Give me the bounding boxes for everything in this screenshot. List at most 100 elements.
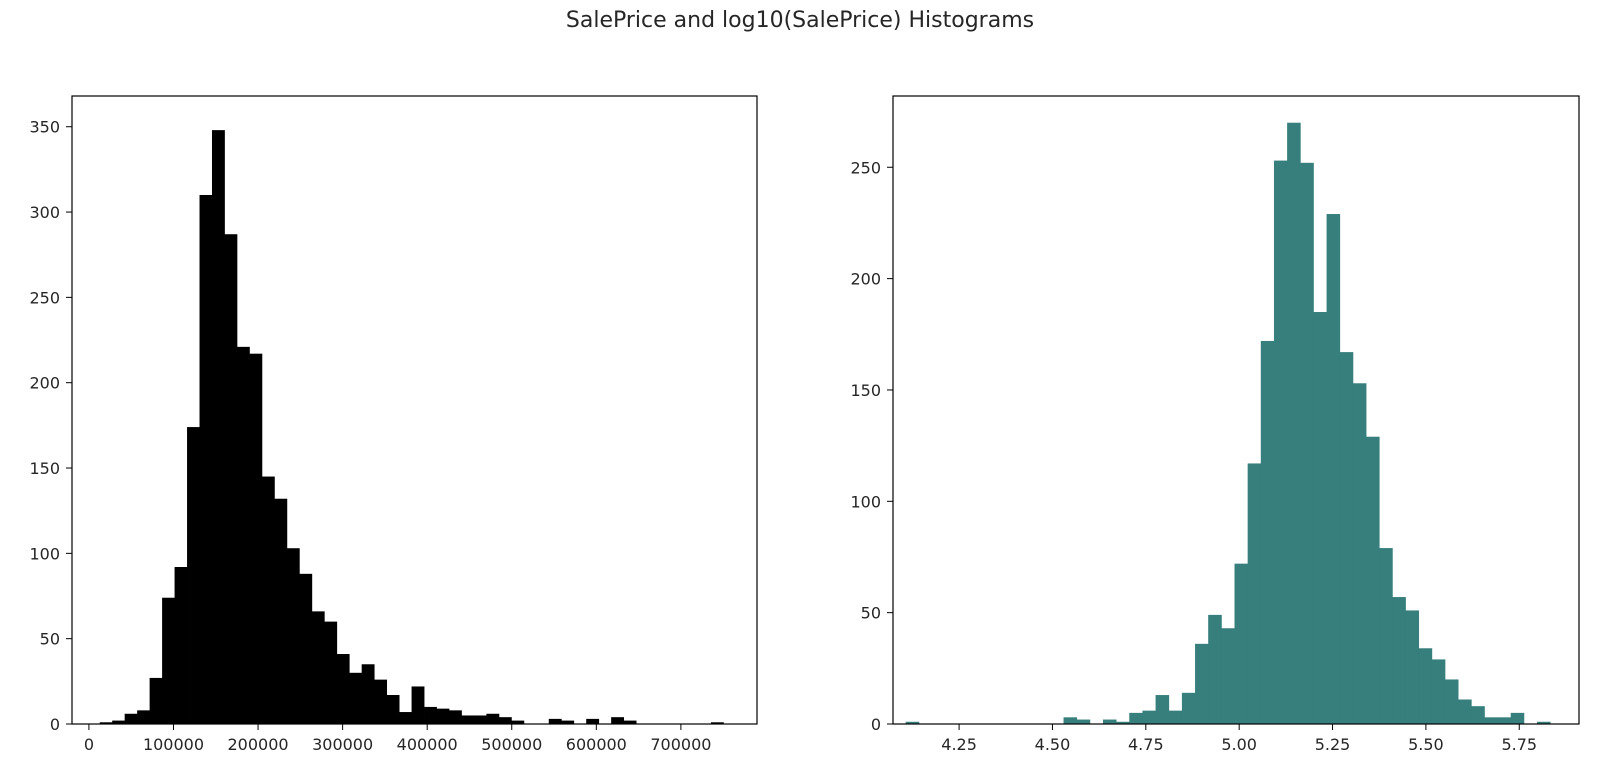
- log-saleprice-bar: [1392, 597, 1406, 724]
- saleprice-y-tick-label: 250: [29, 288, 60, 307]
- log-saleprice-y-tick-label: 150: [850, 381, 881, 400]
- saleprice-bar: [112, 720, 126, 724]
- saleprice-y-tick-label: 150: [29, 459, 60, 478]
- saleprice-bar: [411, 686, 425, 724]
- log-saleprice-axes-frame: [892, 95, 1580, 725]
- log-saleprice-y-tick-label: 50: [861, 604, 881, 623]
- saleprice-bar: [149, 677, 163, 724]
- log-saleprice-bar: [1352, 383, 1367, 724]
- log-saleprice-bar: [1260, 340, 1275, 724]
- saleprice-bar: [424, 706, 437, 724]
- log-saleprice-x-tick-label: 4.75: [1128, 735, 1164, 754]
- log-saleprice-bar: [1510, 712, 1525, 724]
- log-saleprice-bar: [1339, 352, 1354, 724]
- saleprice-bar: [586, 718, 600, 724]
- saleprice-x-tick-label: 100000: [143, 735, 204, 754]
- log-saleprice-bar: [905, 721, 920, 724]
- saleprice-bar: [236, 346, 250, 724]
- saleprice-bar: [486, 713, 500, 724]
- saleprice-y-tick-label: 350: [29, 118, 60, 137]
- saleprice-bar: [611, 717, 625, 724]
- log-saleprice-y-tick-label: 100: [850, 492, 881, 511]
- log-saleprice-bar: [1195, 643, 1209, 724]
- log-saleprice-bar: [1142, 710, 1156, 724]
- log-saleprice-y-tick-label: 200: [850, 270, 881, 289]
- saleprice-bar: [299, 573, 313, 724]
- saleprice-y-tick-label: 0: [50, 715, 60, 734]
- saleprice-y-tick-label: 200: [29, 374, 60, 393]
- log-saleprice-bar: [1444, 679, 1459, 724]
- log-saleprice-bar: [1221, 628, 1235, 724]
- figure-title: SalePrice and log10(SalePrice) Histogram…: [565, 8, 1035, 33]
- saleprice-x-tick-label: 0: [84, 735, 94, 754]
- log-saleprice-x-tick-label: 5.00: [1221, 735, 1257, 754]
- log-saleprice-bar: [1116, 721, 1130, 724]
- log-saleprice-bar: [1326, 214, 1341, 724]
- saleprice-bar: [361, 664, 375, 724]
- saleprice-bar: [473, 715, 487, 724]
- log-saleprice-bar: [1379, 548, 1393, 724]
- saleprice-bar: [249, 353, 263, 724]
- log-saleprice-bar: [1366, 436, 1380, 724]
- log-saleprice-bar: [1300, 162, 1314, 724]
- saleprice-bar: [623, 720, 637, 724]
- saleprice-y-tick-label: 100: [29, 544, 60, 563]
- saleprice-x-tick-label: 500000: [481, 735, 542, 754]
- saleprice-bar: [261, 476, 275, 724]
- log-saleprice-bar: [1208, 614, 1222, 724]
- saleprice-bar: [399, 712, 412, 724]
- log-saleprice-bar: [1181, 692, 1196, 724]
- saleprice-bar: [324, 621, 338, 724]
- log-saleprice-bar: [1484, 717, 1498, 724]
- saleprice-x-tick-label: 400000: [397, 735, 458, 754]
- saleprice-bar: [224, 234, 238, 725]
- saleprice-x-tick-label: 700000: [650, 735, 711, 754]
- log-saleprice-bar: [1431, 659, 1446, 724]
- saleprice-bar: [211, 130, 225, 724]
- log-saleprice-x-tick-label: 4.25: [941, 735, 977, 754]
- saleprice-bar: [124, 713, 138, 724]
- saleprice-bar: [374, 679, 388, 724]
- saleprice-bar: [561, 720, 575, 724]
- saleprice-bar: [548, 718, 562, 724]
- saleprice-bar: [199, 194, 213, 725]
- saleprice-bar: [436, 708, 450, 724]
- saleprice-bar: [461, 715, 475, 724]
- saleprice-y-tick-label: 300: [29, 203, 60, 222]
- saleprice-bar: [174, 567, 188, 724]
- saleprice-bar: [311, 611, 325, 724]
- log-saleprice-bar: [1168, 710, 1183, 724]
- saleprice-bar: [162, 597, 175, 724]
- log-saleprice-x-tick-label: 4.50: [1035, 735, 1071, 754]
- log-saleprice-x-tick-label: 5.75: [1501, 735, 1537, 754]
- saleprice-bar: [448, 710, 462, 724]
- saleprice-bar: [498, 717, 512, 724]
- log-saleprice-bar: [1287, 122, 1301, 725]
- saleprice-bar: [137, 710, 151, 724]
- saleprice-x-tick-label: 300000: [312, 735, 373, 754]
- log-saleprice-y-tick-label: 250: [850, 158, 881, 177]
- log-saleprice-bar: [1247, 463, 1262, 724]
- saleprice-axes-frame: [71, 95, 758, 725]
- log-saleprice-bar: [1497, 717, 1512, 724]
- saleprice-bar: [386, 694, 400, 724]
- saleprice-x-tick-label: 600000: [566, 735, 627, 754]
- log-saleprice-bar: [1129, 712, 1143, 724]
- log-saleprice-bar: [1234, 563, 1249, 724]
- log-saleprice-bar: [1076, 719, 1091, 724]
- log-saleprice-bar: [1537, 721, 1551, 724]
- saleprice-bar: [511, 720, 525, 724]
- saleprice-bar: [336, 654, 350, 724]
- log-saleprice-bar: [1418, 648, 1433, 724]
- log-saleprice-bar: [1313, 312, 1327, 724]
- log-saleprice-bar: [1155, 695, 1170, 724]
- log-saleprice-bar: [1102, 719, 1117, 724]
- log-saleprice-bar: [1273, 160, 1288, 724]
- saleprice-bar: [286, 548, 300, 724]
- saleprice-bar: [349, 672, 363, 724]
- log-saleprice-x-tick-label: 5.50: [1408, 735, 1444, 754]
- log-saleprice-y-tick-label: 0: [871, 715, 881, 734]
- saleprice-bar: [710, 722, 724, 724]
